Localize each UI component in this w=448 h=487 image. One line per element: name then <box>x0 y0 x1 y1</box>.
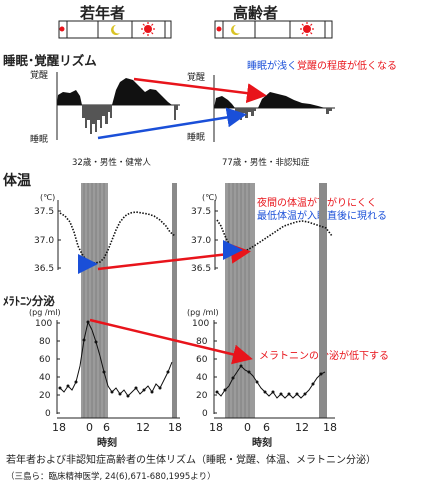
x-tick-young-0: 0 <box>86 421 93 434</box>
sleep-annotation-blue: 睡眠が浅く <box>247 61 297 72</box>
mel-tick-elderly-100: 100 <box>192 319 210 329</box>
x-tick-elderly-18a: 18 <box>209 421 223 434</box>
sun-icon <box>216 26 222 32</box>
melatonin-points-elderly <box>215 364 323 396</box>
mel-tick-young-60: 60 <box>39 355 51 365</box>
temp-curve-young <box>59 211 176 264</box>
wake-label-elderly: 覚醒 <box>187 73 206 83</box>
x-tick-young-6: 6 <box>103 421 110 434</box>
day-night-bar-young <box>58 20 172 39</box>
temp-tick-young-375: 37.5 <box>34 207 55 217</box>
elderly-subject: 77歳・男性・非認知症 <box>222 158 310 168</box>
melatonin-axes <box>56 320 217 414</box>
x-label-elderly: 時刻 <box>252 438 272 449</box>
x-tick-elderly-6: 6 <box>263 421 270 434</box>
temp-tick-elderly-365: 36.5 <box>191 264 212 274</box>
x-tick-young-18b: 18 <box>168 421 182 434</box>
sun-icon <box>300 22 314 36</box>
mel-tick-elderly-40: 40 <box>196 373 208 383</box>
temp-tick-young-370: 37.0 <box>34 236 55 246</box>
temp-section-label: 体温 <box>3 173 31 189</box>
sun-icon <box>59 26 65 32</box>
wake-label-young: 覚醒 <box>30 71 49 81</box>
sleep-wake-elderly <box>213 75 335 142</box>
day-night-bar-elderly <box>214 20 333 39</box>
sleep-wake-blue-arrow <box>97 107 247 140</box>
x-tick-elderly-12: 12 <box>295 421 309 434</box>
mel-tick-young-0: 0 <box>45 409 51 419</box>
temp-axes <box>57 200 218 270</box>
melatonin-section-label: ﾒﾗﾄﾆﾝ分泌 <box>3 294 55 308</box>
temp-annotation-red: 夜間の体温が下がりにくく <box>257 198 377 209</box>
mel-tick-elderly-20: 20 <box>196 391 208 401</box>
sleep-annotation: 睡眠が浅く覚醒の程度が低くなる <box>247 57 397 72</box>
x-tick-young-12: 12 <box>136 421 150 434</box>
mel-tick-young-40: 40 <box>39 373 51 383</box>
mel-tick-young-80: 80 <box>39 337 51 347</box>
mel-tick-elderly-0: 0 <box>202 409 208 419</box>
temp-unit-elderly: (℃) <box>202 193 218 202</box>
mel-tick-young-100: 100 <box>35 319 53 329</box>
mel-unit-young: (pg /ml) <box>29 308 61 317</box>
melatonin-red-arrow <box>89 318 253 365</box>
x-tick-elderly-0: 0 <box>244 421 251 434</box>
sleep-wake-red-arrow <box>133 77 267 104</box>
sleep-label-young: 睡眠 <box>30 135 49 145</box>
x-tick-young-18a: 18 <box>52 421 66 434</box>
caption: 若年者および非認知症高齢者の生体リズム（睡眠・覚醒、体温、メラトニン分泌） <box>6 455 376 466</box>
mel-unit-elderly: (pg /ml) <box>187 308 219 317</box>
temp-tick-elderly-375: 37.5 <box>191 207 212 217</box>
temp-tick-elderly-370: 37.0 <box>191 236 212 246</box>
young-subject: 32歳・男性・健常人 <box>72 158 151 168</box>
sleep-annotation-red: 覚醒の程度が低くなる <box>297 61 397 72</box>
moon-icon <box>111 25 120 35</box>
temp-unit-young: (℃) <box>40 193 56 202</box>
x-label-young: 時刻 <box>97 438 117 449</box>
temp-red-arrow <box>97 243 251 271</box>
night-band-elderly <box>225 183 327 418</box>
temp-tick-young-365: 36.5 <box>34 264 55 274</box>
melatonin-curve-young <box>59 320 173 397</box>
young-header: 若年者 <box>80 4 126 22</box>
sleep-wake-young <box>56 72 180 140</box>
source-citation: （三島ら：臨床精神医学, 24(6),671-680,1995より） <box>6 472 216 482</box>
sleep-label-elderly: 睡眠 <box>187 133 206 143</box>
mel-tick-elderly-80: 80 <box>196 337 208 347</box>
elderly-header: 高齢者 <box>233 4 279 22</box>
sun-icon <box>141 22 155 36</box>
melatonin-curve-elderly <box>216 365 326 399</box>
melatonin-points-young <box>58 320 170 398</box>
mel-tick-elderly-60: 60 <box>196 355 208 365</box>
mel-tick-young-20: 20 <box>39 391 51 401</box>
x-tick-elderly-18b: 18 <box>323 421 337 434</box>
sleep-section-label: 睡眠･覚醒リズム <box>3 53 97 68</box>
moon-icon <box>230 24 240 36</box>
night-band-young <box>81 183 177 418</box>
